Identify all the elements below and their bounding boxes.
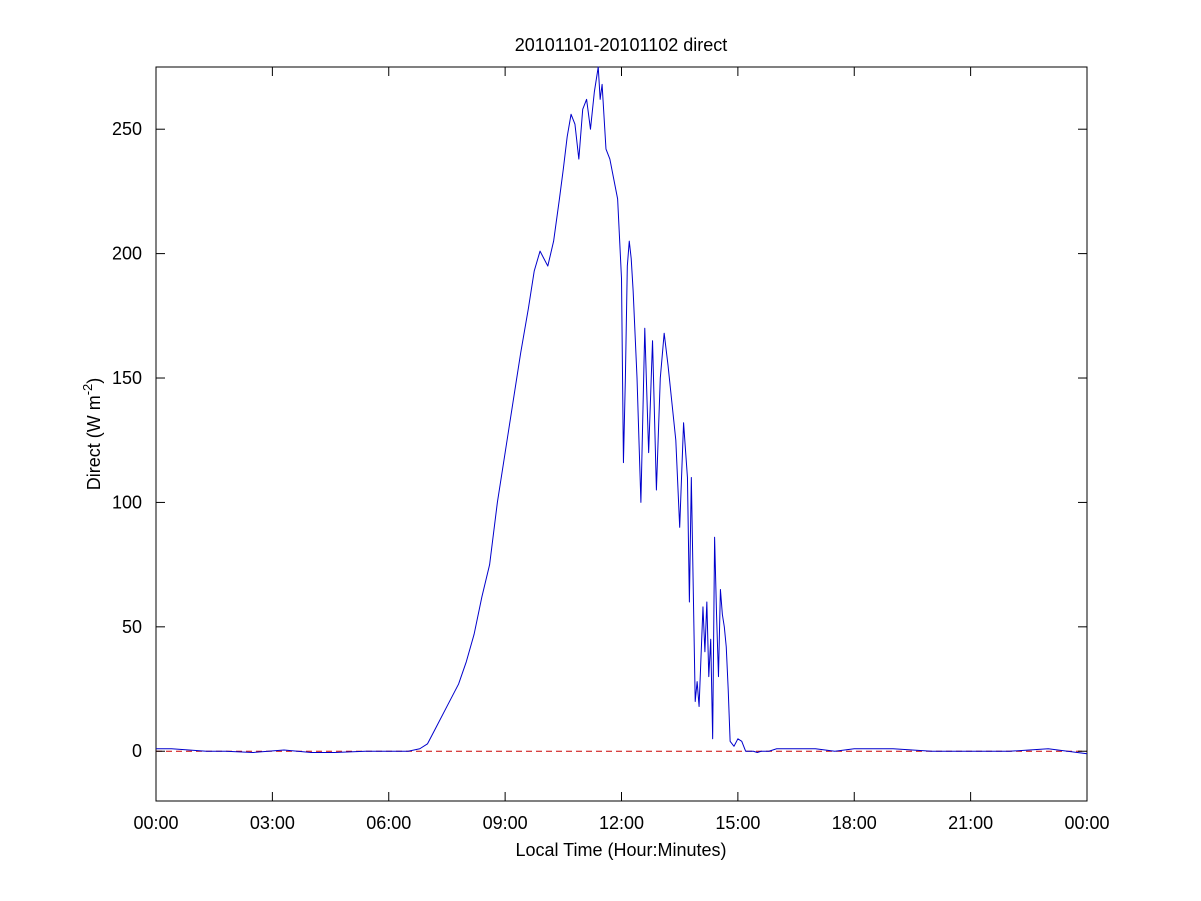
x-tick-label: 00:00 [133,813,178,833]
x-tick-label: 09:00 [483,813,528,833]
x-axis-label: Local Time (Hour:Minutes) [515,840,726,860]
y-tick-label: 50 [122,617,142,637]
y-tick-label: 100 [112,492,142,512]
axes-frame [155,66,1088,802]
y-axis-label-close: ) [84,378,104,384]
y-tick-label: 200 [112,244,142,264]
x-tick-label: 18:00 [832,813,877,833]
x-tick-label: 12:00 [599,813,644,833]
series-line-0 [156,66,1088,755]
plot-area: 00:00 03:00 06:00 09:00 12:00 15:00 18:00 21:00… [112,66,1110,833]
y-tick-label: 250 [112,119,142,139]
x-tick-label: 03:00 [250,813,295,833]
x-tick-label: 06:00 [366,813,411,833]
x-tick-label: 21:00 [948,813,993,833]
y-tick-label: 150 [112,368,142,388]
series-layer [156,66,1088,755]
x-tick-label: 00:00 [1064,813,1109,833]
y-tick-label: 0 [132,741,142,761]
tick-layer: 00:00 03:00 06:00 09:00 12:00 15:00 18:00 21:00… [112,67,1110,833]
chart-title: 20101101-20101102 direct [515,35,728,55]
y-axis-label-main: Direct (W m [84,395,104,490]
y-axis-label-superscript: -2 [80,384,95,396]
y-axis-label: Direct (W m-2) [80,378,104,491]
x-tick-label: 15:00 [715,813,760,833]
